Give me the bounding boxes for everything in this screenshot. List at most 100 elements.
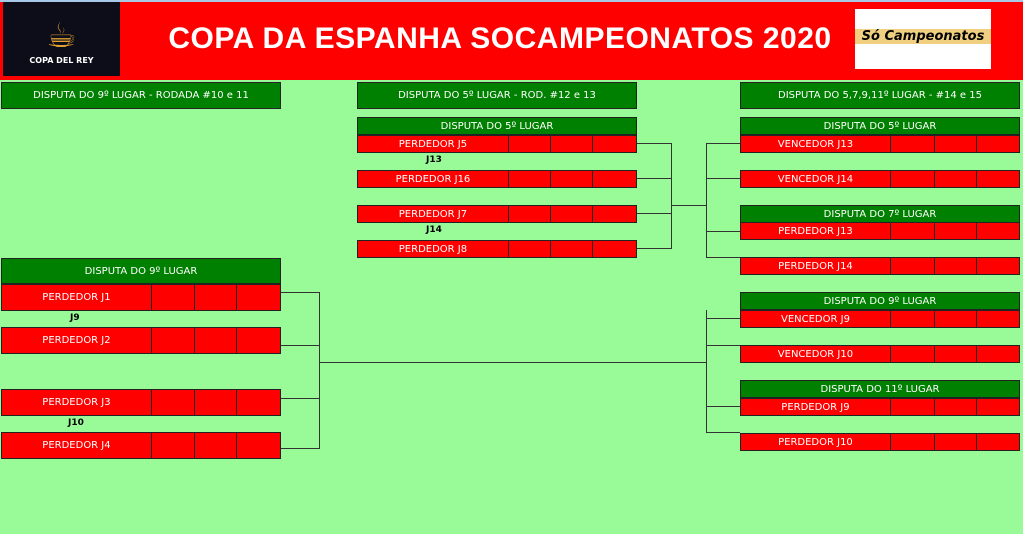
score-cell[interactable] — [977, 399, 1019, 415]
bracket-row: PERDEDOR J9 — [740, 398, 1020, 416]
score-cell[interactable] — [551, 241, 594, 257]
team-name: PERDEDOR J1 — [2, 285, 152, 310]
score-cell[interactable] — [593, 171, 636, 187]
score-cell[interactable] — [237, 433, 280, 458]
bracket-row: VENCEDOR J14 — [740, 170, 1020, 188]
score-cell[interactable] — [593, 241, 636, 257]
connector-line — [706, 257, 740, 258]
connector-line — [706, 432, 740, 433]
score-cell[interactable] — [977, 171, 1019, 187]
score-cell[interactable] — [195, 390, 238, 415]
bracket-row: PERDEDOR J3 — [1, 389, 281, 416]
bracket-row: PERDEDOR J14 — [740, 257, 1020, 275]
connector-line — [706, 345, 740, 346]
group-header: DISPUTA DO 5º LUGAR — [357, 117, 637, 135]
score-cell[interactable] — [977, 434, 1019, 450]
connector-line — [706, 178, 740, 179]
group-header: DISPUTA DO 7º LUGAR — [740, 205, 1020, 223]
team-name: PERDEDOR J4 — [2, 433, 152, 458]
score-cell[interactable] — [551, 206, 594, 222]
score-cell[interactable] — [195, 328, 238, 353]
connector-line — [706, 231, 740, 232]
copa-del-rey-logo: ☕ COPA DEL REY — [3, 2, 120, 76]
bracket-row: VENCEDOR J13 — [740, 135, 1020, 153]
score-cell[interactable] — [977, 136, 1019, 152]
bracket-row: PERDEDOR J10 — [740, 433, 1020, 451]
connector-line — [706, 143, 707, 258]
score-cell[interactable] — [891, 311, 935, 327]
score-cell[interactable] — [935, 223, 978, 239]
connector-line — [671, 143, 672, 249]
score-cell[interactable] — [935, 136, 978, 152]
team-name: PERDEDOR J8 — [358, 241, 509, 257]
score-cell[interactable] — [237, 328, 280, 353]
score-cell[interactable] — [152, 285, 195, 310]
game-label: J14 — [426, 225, 442, 235]
team-name: PERDEDOR J10 — [741, 434, 891, 450]
score-cell[interactable] — [891, 171, 935, 187]
group-header: DISPUTA DO 11º LUGAR — [740, 380, 1020, 398]
score-cell[interactable] — [891, 434, 935, 450]
team-name: PERDEDOR J9 — [741, 399, 891, 415]
score-cell[interactable] — [891, 258, 935, 274]
score-cell[interactable] — [509, 206, 551, 222]
connector-line — [319, 362, 706, 363]
score-cell[interactable] — [237, 285, 280, 310]
score-cell[interactable] — [891, 223, 935, 239]
game-label: J13 — [426, 155, 442, 165]
score-cell[interactable] — [977, 311, 1019, 327]
score-cell[interactable] — [977, 258, 1019, 274]
trophy-icon: ☕ — [46, 16, 77, 56]
score-cell[interactable] — [593, 136, 636, 152]
bracket-row: VENCEDOR J10 — [740, 345, 1020, 363]
score-cell[interactable] — [593, 206, 636, 222]
team-name: PERDEDOR J16 — [358, 171, 509, 187]
game-label: J10 — [68, 418, 84, 428]
game-label: J9 — [70, 313, 80, 323]
score-cell[interactable] — [509, 171, 551, 187]
connector-line — [319, 292, 320, 449]
bracket-row: PERDEDOR J5 — [357, 135, 637, 153]
group-header: DISPUTA DO 5º LUGAR — [740, 117, 1020, 135]
score-cell[interactable] — [195, 285, 238, 310]
score-cell[interactable] — [935, 258, 978, 274]
score-cell[interactable] — [935, 346, 978, 362]
score-cell[interactable] — [891, 399, 935, 415]
score-cell[interactable] — [152, 433, 195, 458]
score-cell[interactable] — [551, 171, 594, 187]
connector-line — [281, 345, 319, 346]
bracket-row: PERDEDOR J8 — [357, 240, 637, 258]
connector-line — [637, 248, 671, 249]
team-name: VENCEDOR J13 — [741, 136, 891, 152]
bracket-row: PERDEDOR J13 — [740, 222, 1020, 240]
banner — [0, 0, 1023, 80]
bracket-row: PERDEDOR J2 — [1, 327, 281, 354]
score-cell[interactable] — [977, 346, 1019, 362]
score-cell[interactable] — [977, 223, 1019, 239]
team-name: PERDEDOR J13 — [741, 223, 891, 239]
score-cell[interactable] — [551, 136, 594, 152]
connector-line — [637, 143, 671, 144]
connector-line — [671, 205, 706, 206]
score-cell[interactable] — [509, 136, 551, 152]
score-cell[interactable] — [935, 399, 978, 415]
section-header: DISPUTA DO 5,7,9,11º LUGAR - #14 e 15 — [740, 82, 1020, 109]
score-cell[interactable] — [152, 390, 195, 415]
score-cell[interactable] — [237, 390, 280, 415]
socampeonatos-logo: Só Campeonatos — [855, 9, 991, 69]
team-name: PERDEDOR J5 — [358, 136, 509, 152]
group-header: DISPUTA DO 9º LUGAR — [1, 258, 281, 284]
team-name: PERDEDOR J2 — [2, 328, 152, 353]
score-cell[interactable] — [891, 136, 935, 152]
score-cell[interactable] — [152, 328, 195, 353]
connector-line — [706, 310, 707, 433]
score-cell[interactable] — [935, 311, 978, 327]
connector-line — [637, 178, 671, 179]
team-name: PERDEDOR J3 — [2, 390, 152, 415]
score-cell[interactable] — [891, 346, 935, 362]
score-cell[interactable] — [935, 171, 978, 187]
score-cell[interactable] — [195, 433, 238, 458]
score-cell[interactable] — [509, 241, 551, 257]
score-cell[interactable] — [935, 434, 978, 450]
section-header: DISPUTA DO 9º LUGAR - RODADA #10 e 11 — [1, 82, 281, 109]
